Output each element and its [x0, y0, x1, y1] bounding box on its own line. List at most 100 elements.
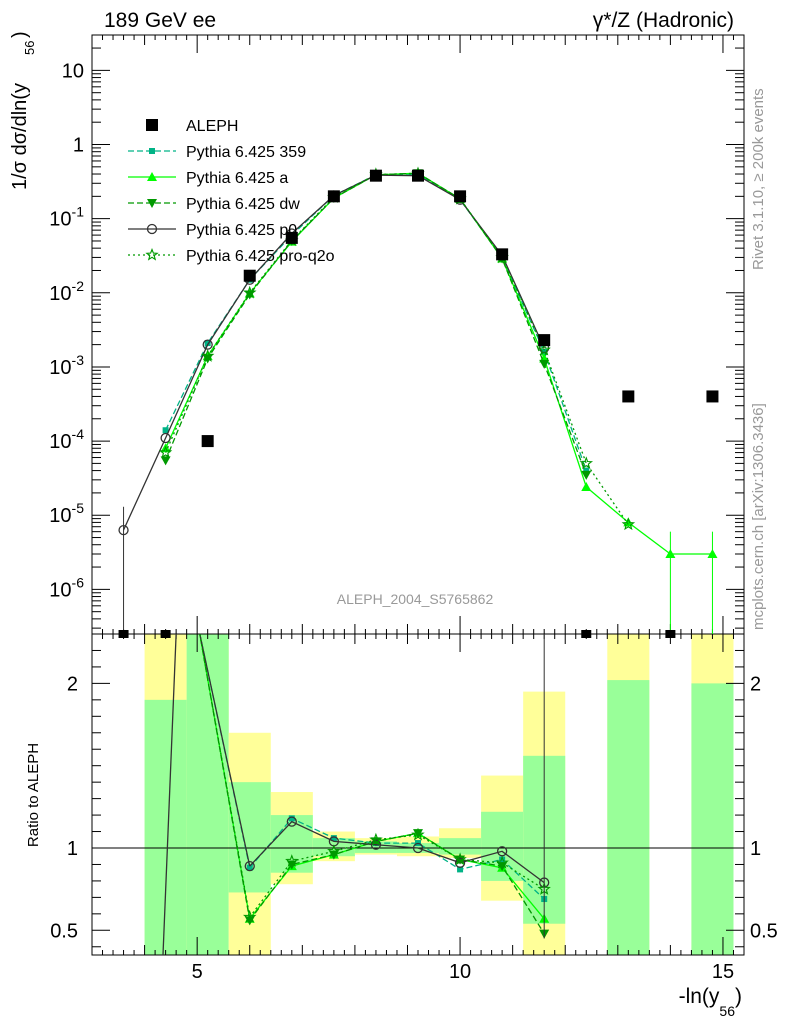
ratio-point: [285, 854, 299, 867]
ratio-point: [411, 827, 425, 841]
series-point: [160, 432, 171, 444]
ratio-point: [244, 860, 255, 872]
ratio-line-offscale: [199, 633, 251, 867]
header-left: 189 GeV ee: [104, 9, 216, 32]
ratio-point: [286, 816, 297, 827]
series-point: [162, 427, 169, 434]
x-tick-label: 15: [712, 961, 734, 983]
series-point: [202, 339, 213, 350]
x-tick-label: 5: [192, 961, 203, 983]
aleph-point: [622, 390, 635, 403]
ratio-point: [499, 856, 506, 863]
main-y-tick-label: 10-5: [49, 500, 84, 527]
side-text-top: Rivet 3.1.10, ≥ 200k events: [750, 88, 767, 270]
legend-marker: [146, 119, 158, 131]
legend-marker: [146, 223, 158, 235]
aleph-point-offscale: [665, 630, 676, 638]
main-y-axis-label-main: 1/σ dσ/dln(y: [9, 83, 31, 190]
x-axis-label: -ln(y56): [679, 985, 742, 1019]
main-y-tick-label: 10-2: [49, 278, 84, 305]
ratio-band-green-0: [144, 699, 187, 955]
aleph-point: [454, 190, 467, 203]
ratio-line-offscale: [162, 633, 177, 956]
ratio-line: [249, 832, 545, 934]
ratio-y-tick-label: 2: [67, 673, 78, 695]
aleph-point: [412, 169, 424, 182]
main-y-tick-label: 10-1: [49, 204, 84, 231]
ratio-y-tick-label: 0.5: [50, 920, 78, 942]
ratio-point: [369, 832, 383, 846]
aleph-point-offscale: [160, 630, 171, 638]
legend: ALEPH Pythia 6.425 359 Pythia 6.425 a Pythi…: [128, 118, 335, 265]
ratio-y-tick-label-right: 2: [750, 673, 761, 695]
legend-label: Pythia 6.425 p0: [186, 222, 297, 239]
ratio-point: [327, 844, 341, 857]
ratio-plot-series: [162, 633, 551, 956]
ratio-band-green-5: [354, 841, 397, 853]
series-point: [200, 349, 215, 362]
ratio-point: [496, 846, 508, 857]
main-y-axis-label-sub: 56: [22, 41, 37, 55]
aleph-point: [369, 169, 382, 182]
aleph-point: [706, 390, 719, 403]
ratio-point: [457, 866, 464, 873]
ratio-line: [249, 820, 545, 884]
series-point: [621, 517, 636, 531]
legend-marker: [145, 247, 159, 261]
series-point: [158, 445, 173, 459]
ratio-uncertainty-bands: [144, 634, 734, 955]
series-point: [583, 467, 590, 474]
aleph-point: [243, 269, 256, 282]
ratio-point: [413, 829, 423, 839]
series-point: [579, 456, 594, 470]
series-line: [165, 174, 587, 471]
main-y-tick-label: 10-6: [49, 574, 84, 601]
series-point: [537, 342, 551, 356]
series-line: [165, 172, 629, 525]
ratio-y-tick-label-right: 0.5: [750, 920, 778, 942]
legend-label: Pythia 6.425 dw: [186, 196, 300, 213]
legend-label: Pythia 6.425 359: [186, 144, 306, 161]
legend-label: Pythia 6.425 pro-q2o: [186, 248, 335, 265]
ratio-line: [249, 817, 545, 900]
main-y-tick-label: 1: [73, 135, 84, 157]
ratio-point: [412, 842, 424, 854]
series-point: [160, 456, 171, 466]
ratio-band-green-7: [439, 838, 482, 855]
series-point: [623, 517, 634, 527]
ratio-y-tick-label-right: 1: [750, 838, 761, 860]
ratio-point: [454, 857, 466, 868]
legend-label: ALEPH: [186, 118, 238, 135]
main-y-axis-label-end: ): [9, 31, 31, 38]
aleph-point: [201, 435, 214, 448]
ratio-line: [249, 832, 545, 920]
main-y-tick-label: 10-4: [49, 426, 84, 453]
ratio-point: [453, 852, 467, 866]
series-point: [581, 470, 592, 480]
legend-marker: [147, 199, 157, 208]
aleph-point: [285, 231, 298, 244]
main-y-tick-label: 10-3: [49, 352, 84, 379]
aleph-point-offscale: [581, 630, 592, 638]
ratio-band-green-11: [691, 683, 734, 955]
ratio-y-tick-label: 1: [67, 838, 78, 860]
main-plot-series: [118, 166, 719, 638]
main-plot-frame: 10-6 10-5 10-4 10-3 10-2 10-1 1 10: [49, 34, 745, 635]
header-right: γ*/Z (Hadronic): [593, 9, 734, 32]
series-point: [581, 482, 592, 492]
side-text-bottom: mcplots.cern.ch [arXiv:1306.3436]: [750, 403, 767, 630]
series-point: [539, 359, 550, 369]
ratio-band-green-1: [186, 634, 229, 955]
series-point: [204, 340, 211, 347]
aleph-point: [327, 190, 340, 203]
ratio-point: [288, 815, 295, 822]
legend-marker: [147, 172, 157, 181]
aleph-point: [538, 334, 551, 347]
ratio-point: [330, 835, 337, 842]
aleph-point: [496, 248, 509, 261]
series-point: [242, 285, 257, 299]
x-tick-label: 10: [449, 961, 471, 983]
watermark: ALEPH_2004_S5765862: [337, 591, 494, 607]
ratio-band-green-10: [607, 680, 650, 955]
